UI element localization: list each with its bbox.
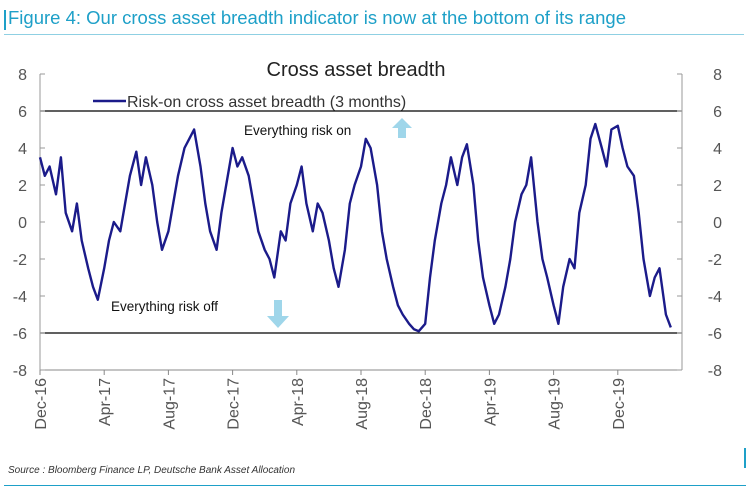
title-accent-bar — [4, 10, 6, 30]
y-tick-label-left: 4 — [18, 141, 27, 158]
figure-title: Figure 4: Our cross asset breadth indica… — [8, 7, 626, 28]
x-tick-label: Aug-17 — [161, 378, 178, 430]
y-tick-label-left: -2 — [13, 252, 27, 269]
y-tick-label-right: -2 — [708, 252, 722, 269]
x-tick-label: Dec-19 — [611, 378, 628, 430]
y-tick-label-right: -6 — [708, 326, 722, 343]
y-tick-label-left: 2 — [18, 178, 27, 195]
y-tick-label-right: 2 — [713, 178, 722, 195]
x-tick-label: Dec-18 — [418, 378, 435, 430]
series-line — [38, 122, 672, 333]
annotation-risk-off: Everything risk off — [111, 299, 218, 314]
x-tick-label: Dec-17 — [226, 378, 243, 430]
y-tick-label-left: 0 — [18, 215, 27, 232]
y-ticks-right: 8 6 4 2 0 -2 -4 -6 -8 — [677, 67, 722, 380]
y-tick-label-right: 0 — [713, 215, 722, 232]
y-tick-label-left: 6 — [18, 104, 27, 121]
source-rule — [4, 485, 746, 486]
x-tick-label: Dec-16 — [33, 378, 50, 430]
x-ticks: Dec-16 Apr-17 Aug-17 Dec-17 Apr-18 Aug-18 Dec-… — [33, 370, 628, 430]
chart-title: Cross asset breadth — [267, 59, 446, 81]
y-tick-label-left: -4 — [13, 289, 27, 306]
title-rule — [4, 34, 744, 35]
y-tick-label-left: -6 — [13, 326, 27, 343]
source-note: Source : Bloomberg Finance LP, Deutsche … — [8, 465, 296, 476]
x-tick-label: Apr-17 — [97, 378, 114, 426]
arrow-up-icon — [392, 118, 412, 138]
y-tick-label-right: -8 — [708, 363, 722, 380]
x-tick-label: Aug-18 — [354, 378, 371, 430]
x-tick-label: Aug-19 — [547, 378, 564, 430]
y-tick-label-left: 8 — [18, 67, 27, 84]
annotation-risk-on: Everything risk on — [244, 123, 351, 138]
y-tick-label-right: 4 — [713, 141, 722, 158]
y-tick-label-right: -4 — [708, 289, 722, 306]
y-tick-label-right: 8 — [713, 67, 722, 84]
arrow-down-icon — [267, 300, 289, 328]
source-accent-bar — [744, 448, 746, 468]
y-ticks-left: 8 6 4 2 0 -2 -4 -6 -8 — [13, 67, 45, 380]
y-tick-label-right: 6 — [713, 104, 722, 121]
x-tick-label: Apr-18 — [290, 378, 307, 426]
x-tick-label: Apr-19 — [482, 378, 499, 426]
y-tick-label-left: -8 — [13, 363, 27, 380]
legend-label: Risk-on cross asset breadth (3 months) — [127, 94, 406, 111]
